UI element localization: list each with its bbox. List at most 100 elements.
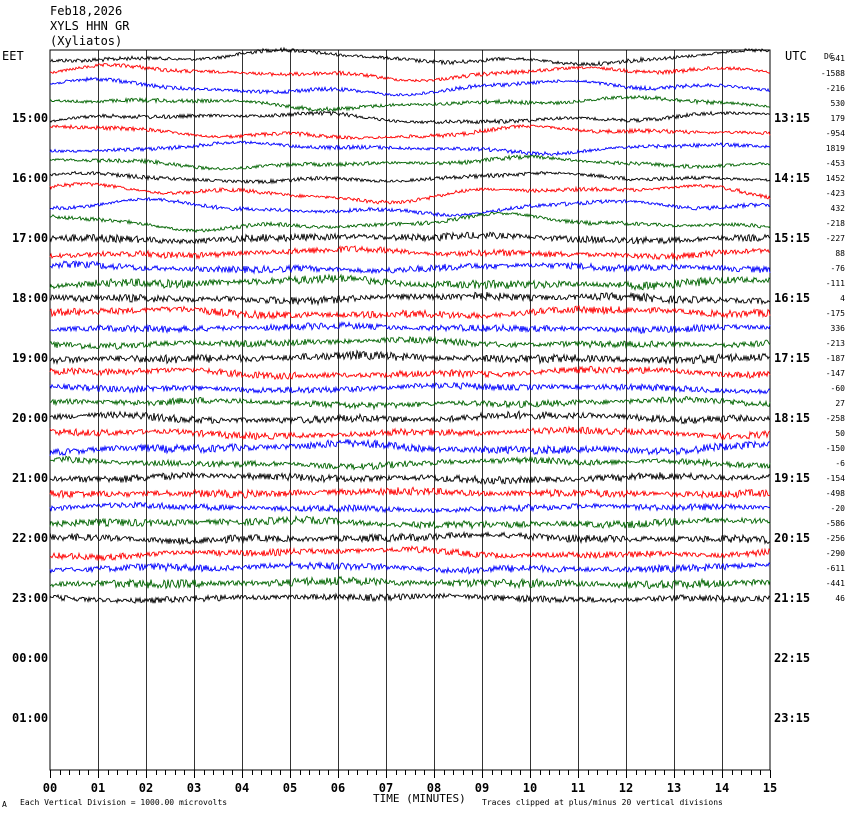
right-time-label: 19:15: [774, 471, 810, 485]
date-label: Feb18,2026: [50, 4, 123, 18]
dc-offset-value: -216: [826, 84, 845, 93]
seismic-trace: [49, 575, 771, 590]
right-time-label: 16:15: [774, 291, 810, 305]
dc-offset-value: 530: [831, 99, 846, 108]
x-tick-label: 13: [667, 781, 681, 795]
right-time-label: 18:15: [774, 411, 810, 425]
seismic-trace: [49, 211, 771, 234]
dc-offset-value: -441: [826, 579, 845, 588]
dc-offset-value: -187: [826, 354, 845, 363]
seismic-trace: [49, 140, 771, 157]
left-time-label: 22:00: [12, 531, 48, 545]
dc-offset-value: -954: [826, 129, 845, 138]
x-tick-label: 06: [331, 781, 345, 795]
seismic-trace: [49, 470, 771, 485]
x-tick-label: 02: [139, 781, 153, 795]
seismic-trace: [49, 530, 771, 546]
dc-offset-value: -227: [826, 234, 845, 243]
right-time-label: 13:15: [774, 111, 810, 125]
dc-offset-value: -586: [826, 519, 845, 528]
seismic-trace: [49, 592, 771, 604]
left-time-label: 23:00: [12, 591, 48, 605]
right-time-label: 22:15: [774, 651, 810, 665]
right-time-label: 14:15: [774, 171, 810, 185]
seismic-trace: [49, 515, 771, 530]
seismic-trace: [49, 123, 771, 141]
left-timezone-label: EET: [2, 49, 24, 63]
x-tick-label: 03: [187, 781, 201, 795]
x-tick-label: 14: [715, 781, 729, 795]
dc-offset-value: 27: [835, 399, 845, 408]
x-tick-label: 05: [283, 781, 297, 795]
x-tick-label: 08: [427, 781, 441, 795]
seismic-trace: [49, 365, 771, 381]
seismic-trace: [49, 305, 771, 320]
dc-offset-value: -290: [826, 549, 845, 558]
dc-offset-value: -20: [831, 504, 846, 513]
dc-offset-value: 1452: [826, 174, 845, 183]
dc-offset-value: -6: [835, 459, 845, 468]
seismic-trace: [49, 197, 771, 218]
dc-offset-value: -218: [826, 219, 845, 228]
left-time-label: 01:00: [12, 711, 48, 725]
dc-offset-value: -154: [826, 474, 845, 483]
dc-offset-value: -213: [826, 339, 845, 348]
dc-offset-value: -258: [826, 414, 845, 423]
seismic-trace: [49, 154, 771, 171]
x-axis: 00 01 02 03 04 05 06 07 08 09 10 11 12 13 14 15: [43, 770, 777, 795]
x-axis-title: TIME (MINUTES): [373, 792, 466, 805]
dc-offset-value: -423: [826, 189, 845, 198]
x-tick-label: 15: [763, 781, 777, 795]
seismic-trace: [49, 381, 771, 396]
station-label: XYLS HHN GR: [50, 19, 130, 33]
seismic-trace: [49, 231, 771, 245]
right-timezone-label: UTC: [785, 49, 807, 63]
x-tick-label: 04: [235, 781, 249, 795]
seismic-trace: [49, 273, 771, 292]
scale-note: Each Vertical Division = 1000.00 microvo…: [20, 798, 228, 807]
plot-frame: [49, 49, 771, 771]
grid-lines: [49, 49, 771, 771]
right-time-label: 17:15: [774, 351, 810, 365]
x-tick-label: 01: [91, 781, 105, 795]
dc-offset-value: 50: [835, 429, 845, 438]
dc-offset-value: -256: [826, 534, 845, 543]
station-name: (Xyliatos): [50, 34, 123, 48]
seismic-trace: [49, 291, 771, 307]
left-time-label: 16:00: [12, 171, 48, 185]
seismic-trace: [49, 181, 771, 205]
axis-labels: 15:00 16:00 17:00 18:00 19:00 20:00 21:00 22:00…: [12, 54, 845, 725]
seismic-trace: [49, 349, 771, 366]
x-tick-label: 10: [523, 781, 537, 795]
dc-offset-value: 179: [831, 114, 846, 123]
left-time-label: 20:00: [12, 411, 48, 425]
seismic-trace: [49, 320, 771, 334]
seismic-trace: [50, 46, 771, 67]
left-time-label: 17:00: [12, 231, 48, 245]
seismic-trace: [49, 455, 771, 471]
left-time-label: 15:00: [12, 111, 48, 125]
dc-offset-value: 541: [831, 54, 846, 63]
dc-offset-value: -76: [831, 264, 846, 273]
dc-offset-value: 432: [831, 204, 846, 213]
dc-offset-value: -111: [826, 279, 845, 288]
dc-offset-value: -1588: [821, 69, 845, 78]
dc-offset-value: 88: [835, 249, 845, 258]
right-time-label: 23:15: [774, 711, 810, 725]
x-tick-label: 09: [475, 781, 489, 795]
dc-offset-value: -147: [826, 369, 845, 378]
left-time-label: 19:00: [12, 351, 48, 365]
seismic-trace: [49, 425, 771, 441]
seismic-trace: [49, 260, 771, 275]
dc-offset-value: -453: [826, 159, 845, 168]
seismic-trace: [49, 486, 771, 500]
seismic-trace: [49, 395, 771, 411]
clip-note: Traces clipped at plus/minus 20 vertical…: [482, 798, 723, 807]
dc-offset-value: 46: [835, 594, 845, 603]
x-tick-label: 11: [571, 781, 585, 795]
dc-offset-value: 1819: [826, 144, 845, 153]
dc-offset-value: -498: [826, 489, 845, 498]
x-tick-label: 12: [619, 781, 633, 795]
seismic-trace: [49, 438, 771, 457]
